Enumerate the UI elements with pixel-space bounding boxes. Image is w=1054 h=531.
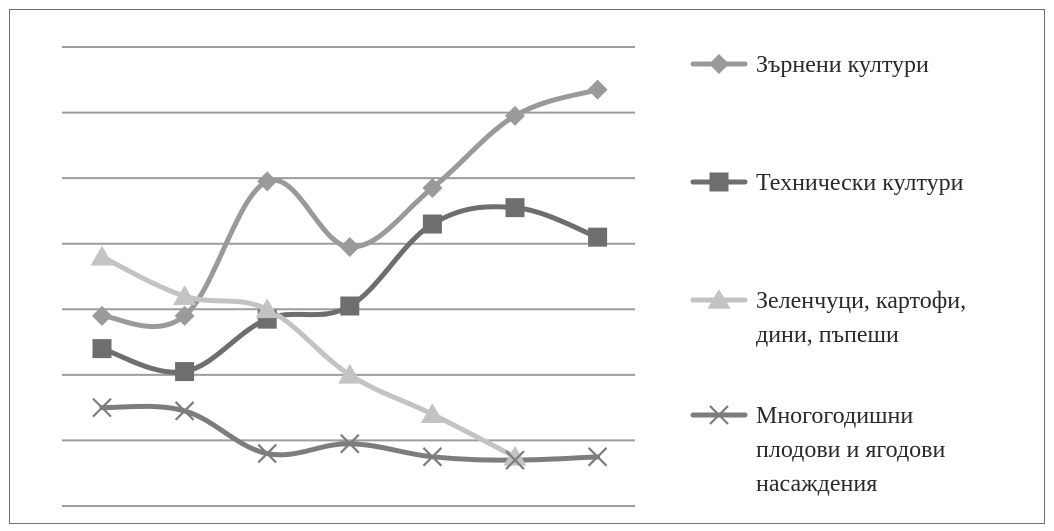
diamond-marker <box>339 236 360 257</box>
legend-label: Зеленчуци, картофи, <box>756 288 966 314</box>
x-marker <box>340 433 360 454</box>
legend-item-2: Технически култури <box>690 170 964 196</box>
x-marker <box>505 450 525 470</box>
diamond-marker <box>92 305 112 326</box>
diamond-marker <box>709 54 729 74</box>
square-marker <box>588 227 608 247</box>
square-marker <box>92 339 112 359</box>
diamond-marker <box>174 305 195 326</box>
triangle-marker <box>255 298 279 319</box>
legend-label: насаждения <box>756 471 877 497</box>
series-markers <box>90 79 608 470</box>
legend-label: Зърнени култури <box>756 52 929 78</box>
square-marker <box>505 198 525 218</box>
legend-item-4: Многогодишни плодови и ягодови насаждения <box>690 403 945 497</box>
x-marker <box>709 405 729 425</box>
chart-frame: Зърнени култури Технически култури Зеленчу… <box>9 9 1045 524</box>
triangle-marker <box>338 363 362 384</box>
x-marker <box>422 447 443 467</box>
triangle-marker <box>90 245 114 266</box>
series-line-3 <box>99 254 518 460</box>
legend-label: плодови и ягодови <box>756 437 945 463</box>
diamond-marker <box>257 171 278 192</box>
square-marker <box>175 362 195 382</box>
legend: Зърнени култури Технически култури Зеленчу… <box>690 52 966 497</box>
legend-item-3: Зеленчуци, картофи, дини, пъпеши <box>690 288 966 348</box>
x-marker <box>587 447 608 467</box>
legend-label: дини, пъпеши <box>756 322 899 348</box>
triangle-marker <box>420 403 444 423</box>
series-lines <box>99 87 601 463</box>
triangle-marker <box>503 445 527 466</box>
gridlines <box>62 46 635 507</box>
triangle-marker <box>707 289 731 309</box>
square-marker <box>709 172 729 192</box>
diamond-marker <box>587 79 608 100</box>
legend-label: Технически култури <box>756 170 964 196</box>
x-marker <box>92 397 112 418</box>
triangle-marker <box>173 285 197 305</box>
x-marker <box>174 401 195 421</box>
legend-item-1: Зърнени култури <box>690 52 929 78</box>
square-marker <box>340 296 360 316</box>
line-chart: Зърнени култури Технически култури Зеленчу… <box>62 46 966 507</box>
x-marker <box>257 443 277 464</box>
series-line-2 <box>99 204 601 375</box>
square-marker <box>422 214 442 234</box>
legend-label: Многогодишни <box>756 403 913 429</box>
diamond-marker <box>422 177 443 198</box>
diamond-marker <box>505 105 525 126</box>
